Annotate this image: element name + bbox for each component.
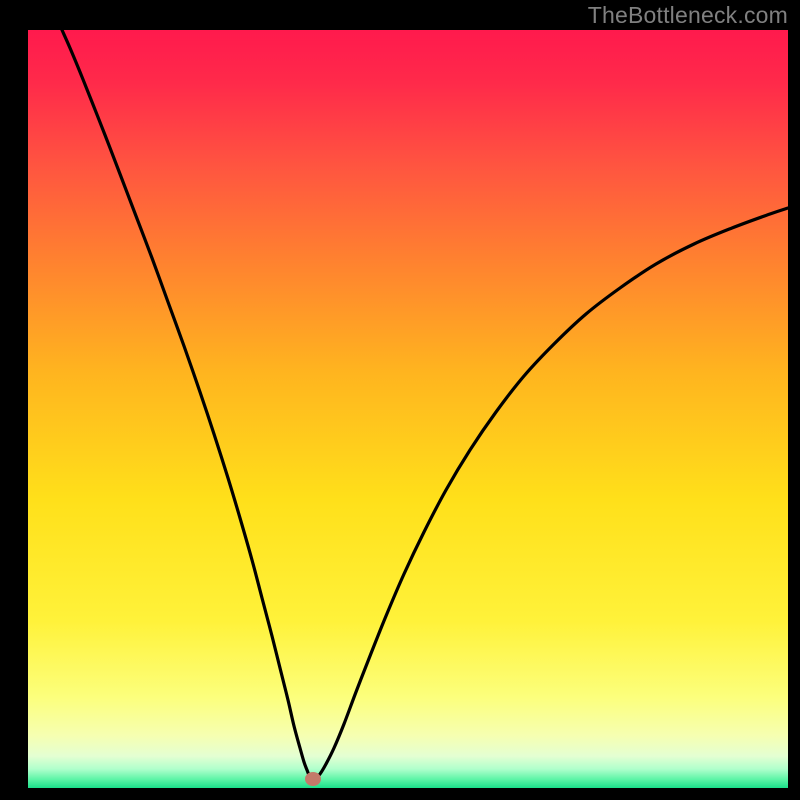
min-point-marker bbox=[305, 772, 321, 786]
curve-layer bbox=[0, 0, 800, 800]
outer-frame: TheBottleneck.com bbox=[0, 0, 800, 800]
watermark-text: TheBottleneck.com bbox=[588, 2, 788, 29]
bottleneck-curve bbox=[62, 30, 788, 779]
